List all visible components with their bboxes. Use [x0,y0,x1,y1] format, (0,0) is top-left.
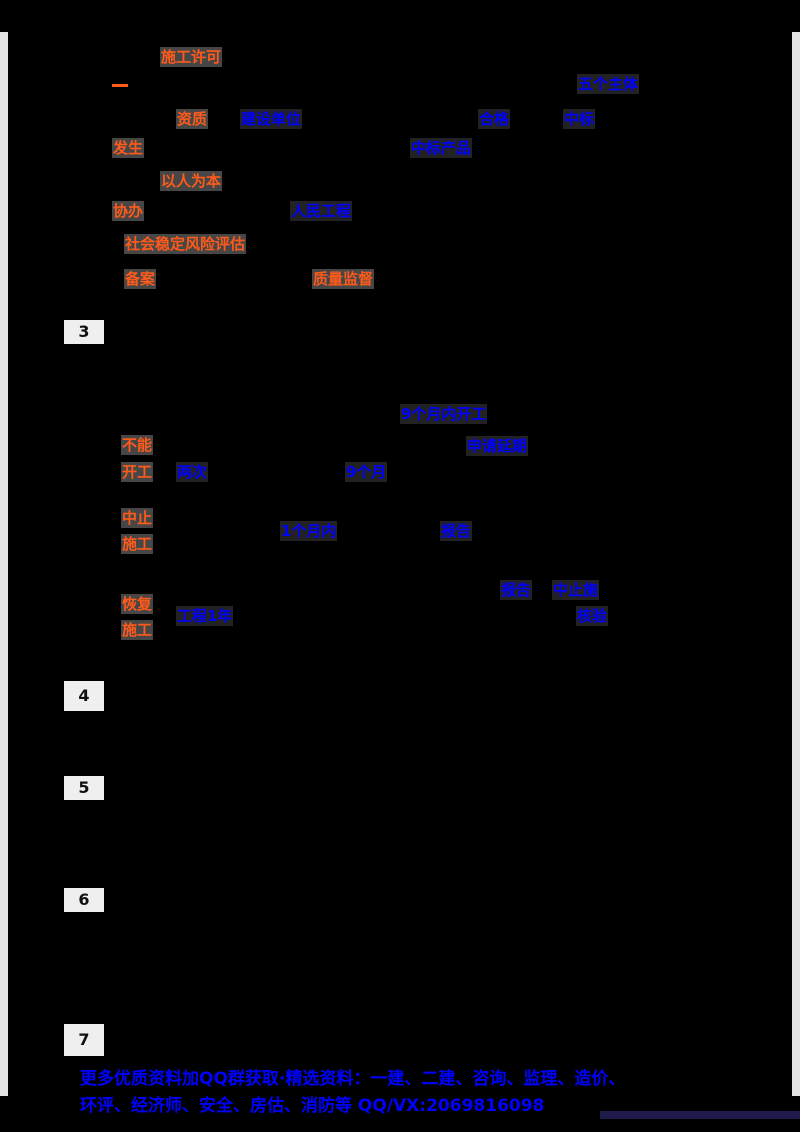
keyword: 五个主体 [577,74,640,94]
keyword: 报告 [500,580,533,600]
keyword: 恢复 [121,594,154,614]
keyword: 报告 [440,521,473,541]
keyword: 质量监督 [312,269,375,289]
keyword: 开工 [121,462,154,482]
keyword: 人民工程 [290,201,353,221]
keyword: 社会稳定风险评估 [124,234,247,254]
keyword: 施工 [121,534,154,554]
bottom-bar [600,1111,800,1119]
section-number: 5 [64,776,104,800]
keyword: 9个月 [345,462,388,482]
page-edge-right [792,32,800,1096]
section-number: 7 [64,1024,104,1056]
keyword: 施工许可 [160,47,223,67]
keyword: 不能 [121,435,154,455]
keyword: 协办 [112,201,145,221]
section-number: 6 [64,888,104,912]
keyword: 中止 [121,508,154,528]
keyword: 建设单位 [240,109,303,129]
footer-line-1: 更多优质资料加QQ群获取·精选资料：一建、二建、咨询、监理、造价、 [80,1069,626,1089]
section-number: 3 [64,320,104,344]
keyword: 发生 [112,138,145,158]
keyword: 工程1年 [176,606,234,626]
keyword: 施工 [121,620,154,640]
keyword: 1个月内 [280,521,338,541]
dash-marker [112,84,128,87]
keyword: 中标产品 [410,138,473,158]
footer-promo: 更多优质资料加QQ群获取·精选资料：一建、二建、咨询、监理、造价、 环评、经济师… [80,1066,680,1120]
keyword: 9个月内开工 [400,404,488,424]
page-edge-left [0,32,8,1096]
footer-line-2: 环评、经济师、安全、房估、消防等 QQ/VX:2069816098 [80,1096,545,1116]
keyword: 中止施 [552,580,600,600]
keyword: 核验 [576,606,609,626]
keyword: 两次 [176,462,209,482]
section-number: 4 [64,681,104,711]
keyword: 资质 [176,109,209,129]
keyword: 以人为本 [160,171,223,191]
keyword: 申请延期 [466,436,529,456]
keyword: 合格 [478,109,511,129]
keyword: 备案 [124,269,157,289]
keyword: 中标 [563,109,596,129]
